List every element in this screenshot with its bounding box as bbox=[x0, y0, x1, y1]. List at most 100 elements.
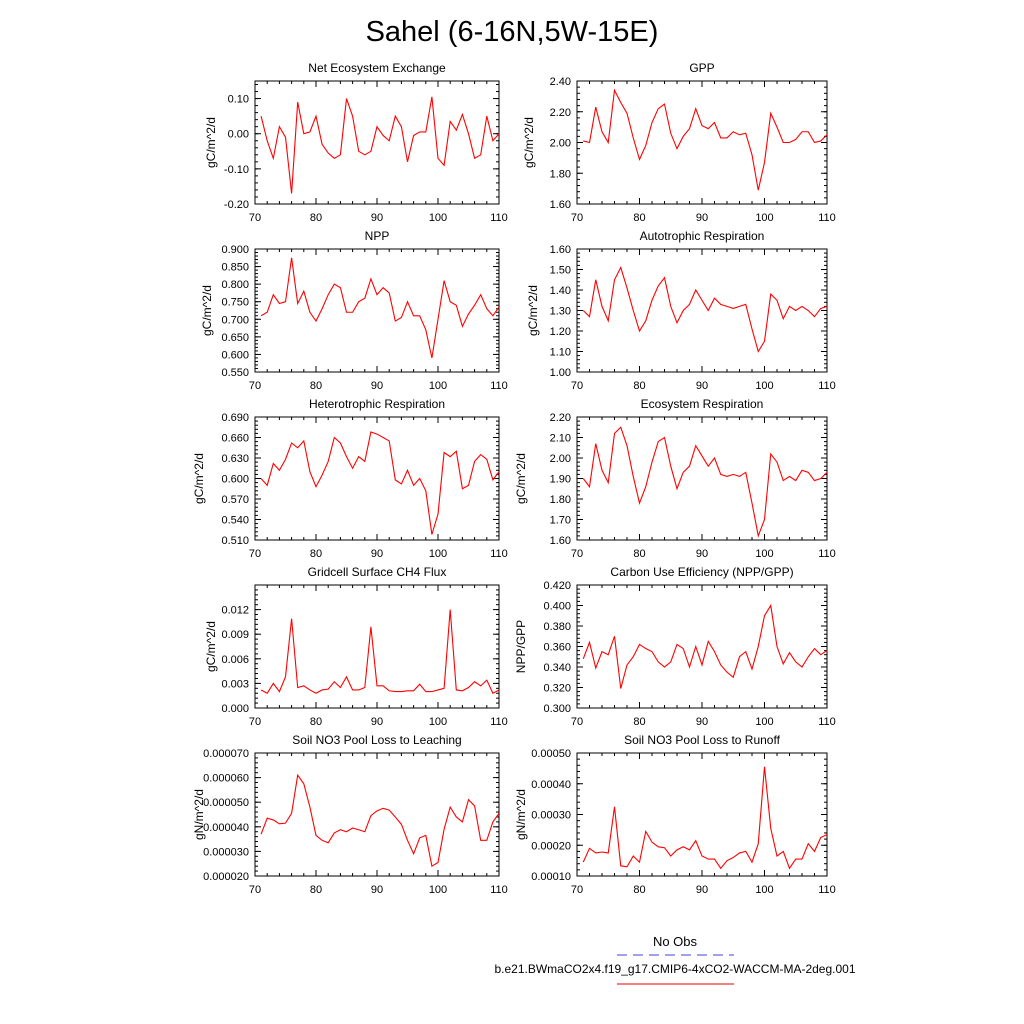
x-tick-label: 100 bbox=[755, 716, 773, 728]
y-tick-label: 1.20 bbox=[550, 326, 571, 338]
y-axis-label: gN/m^2/d bbox=[514, 789, 528, 840]
x-tick-label: 80 bbox=[633, 548, 645, 560]
y-axis-label: gC/m^2/d bbox=[522, 117, 536, 168]
x-tick-label: 110 bbox=[818, 548, 836, 560]
x-tick-label: 90 bbox=[371, 212, 383, 224]
x-tick-label: 110 bbox=[490, 380, 508, 392]
y-tick-label: 0.360 bbox=[543, 642, 571, 654]
panel-title: Autotrophic Respiration bbox=[640, 229, 765, 243]
panel-title: NPP bbox=[365, 229, 390, 243]
y-tick-label: 1.60 bbox=[550, 199, 571, 211]
y-axis-label: NPP/GPP bbox=[514, 620, 528, 673]
y-tick-label: 0.510 bbox=[221, 535, 249, 547]
panel-title: Net Ecosystem Exchange bbox=[308, 61, 446, 75]
x-tick-label: 90 bbox=[696, 548, 708, 560]
y-tick-label: 0.600 bbox=[221, 349, 249, 361]
panel-title: Ecosystem Respiration bbox=[641, 397, 764, 411]
y-tick-label: 1.90 bbox=[550, 474, 571, 486]
y-tick-label: 1.10 bbox=[550, 347, 571, 359]
legend-label-no-obs: No Obs bbox=[653, 934, 698, 949]
y-axis-label: gC/m^2/d bbox=[514, 453, 528, 504]
y-tick-label: 0.000070 bbox=[203, 748, 249, 760]
y-tick-label: 0.340 bbox=[543, 662, 571, 674]
panel-autotrophic-respiration: Autotrophic Respiration 70 80 90 100 110 1.00 1… bbox=[526, 229, 836, 392]
y-tick-label: 1.70 bbox=[550, 515, 571, 527]
x-tick-label: 110 bbox=[490, 548, 508, 560]
x-tick-label: 100 bbox=[755, 884, 773, 896]
x-tick-label: 70 bbox=[249, 884, 261, 896]
y-tick-label: 1.80 bbox=[550, 494, 571, 506]
x-tick-label: 70 bbox=[571, 212, 583, 224]
x-tick-label: 70 bbox=[571, 380, 583, 392]
x-tick-label: 80 bbox=[310, 212, 322, 224]
y-tick-label: 0.000030 bbox=[203, 846, 249, 858]
x-tick-label: 110 bbox=[490, 716, 508, 728]
panel-gpp: GPP 70 80 90 100 110 1.60 1.80 2.00 2.20 2.40 gC/m^… bbox=[522, 61, 836, 224]
series-line bbox=[260, 609, 500, 695]
panel-title: GPP bbox=[689, 61, 714, 75]
plot-frame bbox=[576, 584, 828, 709]
y-tick-label: 0.003 bbox=[221, 678, 249, 690]
plot-frame bbox=[254, 248, 500, 373]
x-tick-label: 90 bbox=[696, 716, 708, 728]
x-tick-label: 100 bbox=[755, 380, 773, 392]
series-line bbox=[582, 766, 828, 870]
y-tick-label: 0.400 bbox=[543, 601, 571, 613]
x-tick-label: 70 bbox=[249, 212, 261, 224]
x-tick-label: 80 bbox=[310, 548, 322, 560]
legend-label-model-run: b.e21.BWmaCO2x4.f19_g17.CMIP6-4xCO2-WACC… bbox=[494, 962, 855, 976]
panel-soil-no3-pool-loss-to-runoff: Soil NO3 Pool Loss to Runoff 70 80 90 100 110… bbox=[514, 733, 836, 896]
y-tick-label: 2.10 bbox=[550, 433, 571, 445]
y-tick-label: 0.000050 bbox=[203, 797, 249, 809]
y-tick-label: 0.600 bbox=[221, 474, 249, 486]
y-tick-label: 0.012 bbox=[221, 605, 249, 617]
y-tick-label: 0.320 bbox=[543, 683, 571, 695]
y-tick-label: 0.000040 bbox=[203, 822, 249, 834]
y-tick-label: 0.570 bbox=[221, 494, 249, 506]
y-tick-label: 1.00 bbox=[550, 367, 571, 379]
y-tick-label: 1.30 bbox=[550, 306, 571, 318]
y-tick-label: 0.009 bbox=[221, 629, 249, 641]
y-tick-label: 0.000060 bbox=[203, 773, 249, 785]
legend: No Obs b.e21.BWmaCO2x4.f19_g17.CMIP6-4xC… bbox=[494, 934, 856, 985]
plot-frame bbox=[254, 584, 500, 709]
y-tick-label: 0.700 bbox=[221, 314, 249, 326]
series-line bbox=[582, 265, 828, 353]
panel-heterotrophic-respiration: Heterotrophic Respiration 70 80 90 100 110 0.5… bbox=[192, 397, 508, 560]
y-axis-label: gC/m^2/d bbox=[192, 453, 206, 504]
y-tick-label: 0.00010 bbox=[531, 871, 571, 883]
x-tick-label: 70 bbox=[571, 548, 583, 560]
x-tick-label: 90 bbox=[696, 380, 708, 392]
y-tick-label: 0.000020 bbox=[203, 871, 249, 883]
y-axis-label: gC/m^2/d bbox=[200, 285, 214, 336]
figure-title: Sahel (6-16N,5W-15E) bbox=[366, 16, 659, 48]
y-tick-label: 1.60 bbox=[550, 244, 571, 256]
x-tick-label: 110 bbox=[818, 380, 836, 392]
y-tick-label: 0.660 bbox=[221, 433, 249, 445]
x-tick-label: 90 bbox=[696, 884, 708, 896]
x-tick-label: 70 bbox=[249, 716, 261, 728]
series-line bbox=[260, 431, 500, 535]
x-tick-label: 90 bbox=[696, 212, 708, 224]
y-tick-label: 2.40 bbox=[550, 76, 571, 88]
x-tick-label: 70 bbox=[249, 380, 261, 392]
y-axis-label: gN/m^2/d bbox=[192, 789, 206, 840]
series-line bbox=[260, 96, 500, 194]
x-tick-label: 100 bbox=[755, 548, 773, 560]
y-tick-label: 2.20 bbox=[550, 412, 571, 424]
plot-frame bbox=[254, 416, 500, 541]
x-tick-label: 100 bbox=[429, 380, 447, 392]
x-tick-label: 80 bbox=[310, 716, 322, 728]
x-tick-label: 70 bbox=[249, 548, 261, 560]
x-tick-label: 100 bbox=[429, 716, 447, 728]
x-tick-label: 80 bbox=[633, 716, 645, 728]
y-tick-label: 0.540 bbox=[221, 515, 249, 527]
plot-frame bbox=[254, 752, 500, 877]
x-tick-label: 110 bbox=[490, 212, 508, 224]
series-line bbox=[582, 426, 828, 538]
panel-net-ecosystem-exchange: Net Ecosystem Exchange 70 80 90 100 110 -0.20 -… bbox=[204, 61, 508, 224]
y-tick-label: 1.80 bbox=[550, 168, 571, 180]
y-tick-label: 1.50 bbox=[550, 265, 571, 277]
x-tick-label: 70 bbox=[571, 884, 583, 896]
